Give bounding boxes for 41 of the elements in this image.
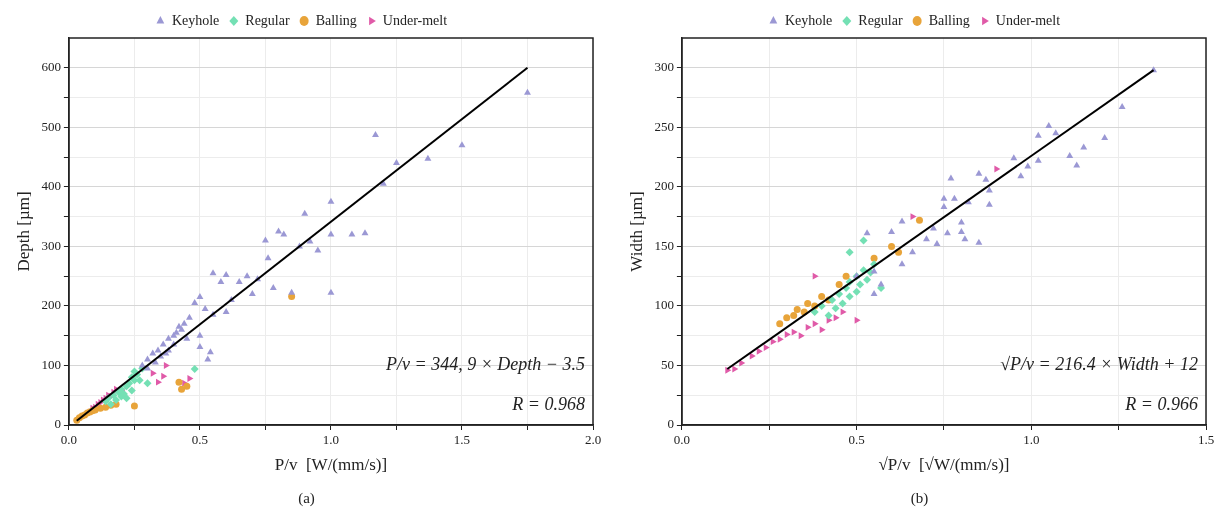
legend-label: Regular	[858, 12, 903, 28]
legend-label: Under-melt	[382, 12, 448, 28]
legend-label: Keyhole	[171, 12, 220, 28]
legend-label: Balling	[315, 12, 357, 28]
y-tick-label: 50	[660, 356, 674, 372]
legend-label: Regular	[245, 12, 290, 28]
x-tick-label: 0.5	[191, 432, 209, 448]
y-tick-label: 200	[654, 178, 674, 194]
y-tick-label: 600	[41, 59, 61, 75]
legend-label: Keyhole	[784, 12, 833, 28]
x-tick-label: 2.0	[584, 432, 602, 448]
y-tick-label: 0	[54, 416, 61, 432]
x-tick-label: 0.0	[673, 432, 691, 448]
x-axis-title: P/v [W/(mm/s)]	[274, 455, 388, 475]
y-tick-label: 500	[41, 118, 61, 134]
x-tick-label: 1.5	[1197, 432, 1215, 448]
legend-label: Balling	[928, 12, 970, 28]
y-axis-title: Depth [µm]	[13, 191, 33, 272]
y-axis-title: Width [µm]	[626, 191, 646, 272]
annotation: P/v = 344, 9 × Depth − 3.5	[385, 354, 585, 374]
x-tick-label: 0.0	[60, 432, 78, 448]
y-tick-label: 150	[654, 237, 674, 253]
text: (b)	[909, 490, 930, 507]
y-tick-label: 100	[654, 297, 674, 313]
x-tick-label: 1.5	[453, 432, 471, 448]
y-tick-label: 0	[667, 416, 674, 432]
x-tick-label: 1.0	[322, 432, 340, 448]
y-tick-label: 400	[41, 178, 61, 194]
legend-label: Under-melt	[995, 12, 1061, 28]
annotation: R = 0.966	[1124, 394, 1198, 414]
x-tick-label: 1.0	[1023, 432, 1040, 448]
text: (a)	[297, 490, 316, 507]
annotation: R = 0.968	[511, 394, 585, 414]
y-tick-label: 300	[41, 237, 61, 253]
y-tick-label: 200	[41, 297, 61, 313]
y-tick-label: 100	[41, 356, 61, 372]
x-tick-label: 0.5	[848, 432, 865, 448]
y-tick-label: 300	[654, 59, 674, 75]
y-tick-label: 250	[654, 118, 674, 134]
annotation: √P/v = 216.4 × Width + 12	[1000, 354, 1198, 374]
x-axis-title: √P/v [√W/(mm/s)]	[878, 455, 1010, 475]
